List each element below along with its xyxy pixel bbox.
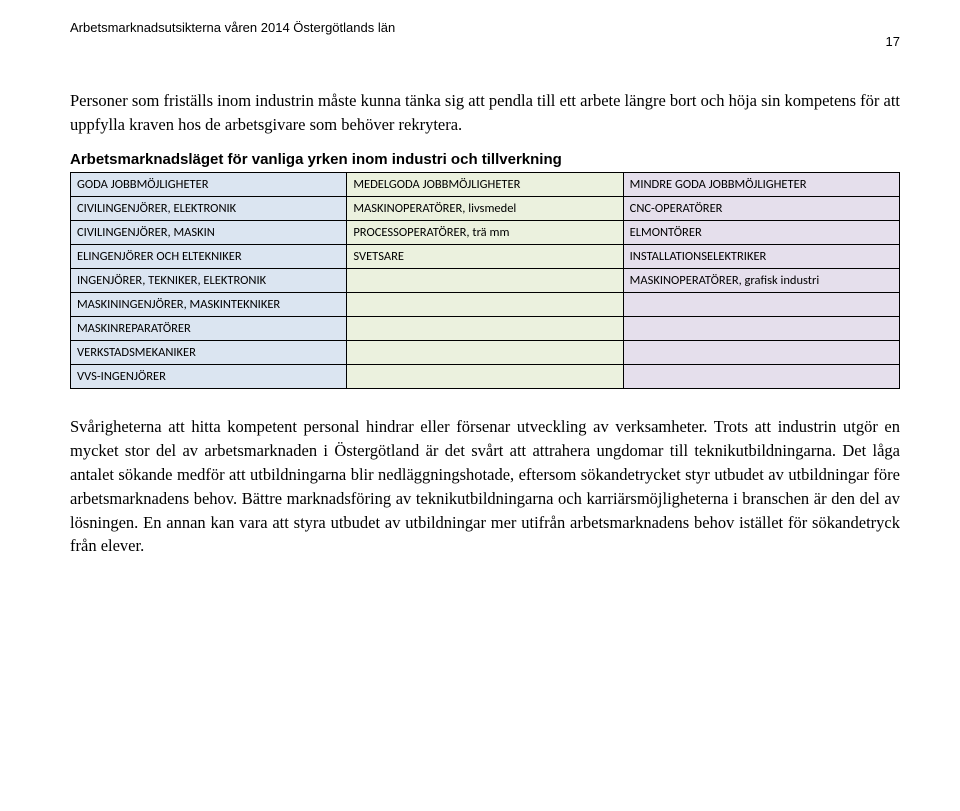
paragraph-intro: Personer som friställs inom industrin må… [70,89,900,137]
paragraph-body: Svårigheterna att hitta kompetent person… [70,415,900,559]
table-cell: SVETSARE [347,244,623,268]
table-cell [623,340,899,364]
running-title: Arbetsmarknadsutsikterna våren 2014 Öste… [70,20,395,35]
table-cell: INGENJÖRER, TEKNIKER, ELEKTRONIK [71,268,347,292]
table-cell: PROCESSOPERATÖRER, trä mm [347,220,623,244]
table-cell: ELINGENJÖRER OCH ELTEKNIKER [71,244,347,268]
table-header-row: GODA JOBBMÖJLIGHETER MEDELGODA JOBBMÖJLI… [71,172,900,196]
table-row: CIVILINGENJÖRER, MASKIN PROCESSOPERATÖRE… [71,220,900,244]
table-cell: MASKINREPARATÖRER [71,316,347,340]
table-cell [347,292,623,316]
table-cell: MASKINOPERATÖRER, livsmedel [347,196,623,220]
table-row: INGENJÖRER, TEKNIKER, ELEKTRONIK MASKINO… [71,268,900,292]
table-cell: MASKINOPERATÖRER, grafisk industri [623,268,899,292]
table-header-cell: MEDELGODA JOBBMÖJLIGHETER [347,172,623,196]
table-cell [347,316,623,340]
table-row: VVS-INGENJÖRER [71,364,900,388]
table-header-cell: MINDRE GODA JOBBMÖJLIGHETER [623,172,899,196]
table-cell: INSTALLATIONSELEKTRIKER [623,244,899,268]
table-cell: CIVILINGENJÖRER, ELEKTRONIK [71,196,347,220]
table-cell: CNC-OPERATÖRER [623,196,899,220]
table-cell: MASKININGENJÖRER, MASKINTEKNIKER [71,292,347,316]
document-page: Arbetsmarknadsutsikterna våren 2014 Öste… [0,0,960,811]
table-cell: VERKSTADSMEKANIKER [71,340,347,364]
table-header-cell: GODA JOBBMÖJLIGHETER [71,172,347,196]
table-row: CIVILINGENJÖRER, ELEKTRONIK MASKINOPERAT… [71,196,900,220]
table-cell: ELMONTÖRER [623,220,899,244]
table-cell [623,316,899,340]
table-row: MASKININGENJÖRER, MASKINTEKNIKER [71,292,900,316]
table-cell: VVS-INGENJÖRER [71,364,347,388]
table-row: ELINGENJÖRER OCH ELTEKNIKER SVETSARE INS… [71,244,900,268]
table-row: MASKINREPARATÖRER [71,316,900,340]
table-cell [347,340,623,364]
jobs-table: GODA JOBBMÖJLIGHETER MEDELGODA JOBBMÖJLI… [70,172,900,389]
table-cell [623,364,899,388]
table-row: VERKSTADSMEKANIKER [71,340,900,364]
page-number: 17 [886,34,900,49]
table-cell: CIVILINGENJÖRER, MASKIN [71,220,347,244]
page-header: Arbetsmarknadsutsikterna våren 2014 Öste… [70,20,900,49]
section-heading: Arbetsmarknadsläget för vanliga yrken in… [70,151,900,168]
table-cell [623,292,899,316]
table-cell [347,364,623,388]
table-cell [347,268,623,292]
